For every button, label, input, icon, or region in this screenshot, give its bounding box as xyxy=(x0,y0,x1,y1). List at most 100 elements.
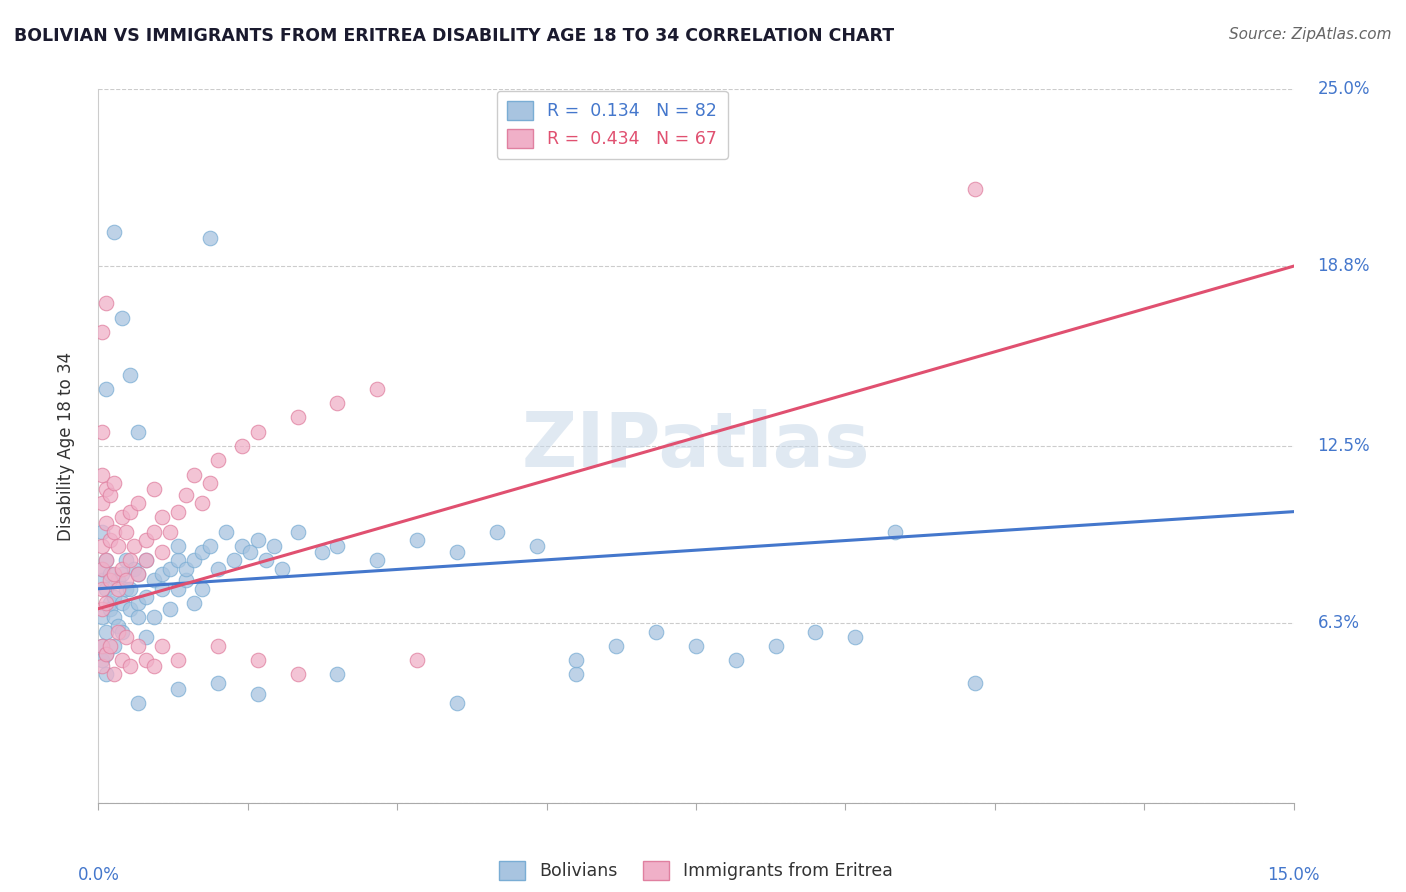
Point xyxy=(115,573,138,587)
Point xyxy=(263,539,285,553)
Point xyxy=(485,524,508,539)
Point xyxy=(120,368,142,382)
Point xyxy=(406,653,429,667)
Point xyxy=(183,596,205,610)
Point xyxy=(526,539,548,553)
Point xyxy=(111,567,134,582)
Point xyxy=(135,553,157,567)
Point xyxy=(124,539,146,553)
Point xyxy=(96,624,118,639)
Text: 15.0%: 15.0% xyxy=(1267,865,1320,884)
Point xyxy=(96,516,118,530)
Point xyxy=(207,676,229,690)
Point xyxy=(804,624,827,639)
Point xyxy=(844,630,866,644)
Point xyxy=(111,510,134,524)
Point xyxy=(103,524,125,539)
Point xyxy=(765,639,787,653)
Text: Source: ZipAtlas.com: Source: ZipAtlas.com xyxy=(1229,27,1392,42)
Point xyxy=(124,562,146,576)
Legend: Bolivians, Immigrants from Eritrea: Bolivians, Immigrants from Eritrea xyxy=(492,854,900,887)
Point xyxy=(103,225,125,239)
Point xyxy=(91,562,114,576)
Point xyxy=(111,562,134,576)
Point xyxy=(366,382,388,396)
Point xyxy=(565,667,588,681)
Point xyxy=(96,648,118,662)
Point xyxy=(115,630,138,644)
Point xyxy=(91,639,114,653)
Point xyxy=(96,582,118,596)
Point xyxy=(107,624,129,639)
Point xyxy=(143,524,166,539)
Point xyxy=(91,653,114,667)
Point xyxy=(565,653,588,667)
Point xyxy=(107,582,129,596)
Point xyxy=(127,567,149,582)
Point xyxy=(127,610,149,624)
Point xyxy=(91,573,114,587)
Point xyxy=(120,505,142,519)
Point xyxy=(91,524,114,539)
Point xyxy=(605,639,627,653)
Point xyxy=(91,425,114,439)
Point xyxy=(884,524,907,539)
Point xyxy=(198,230,221,244)
Point xyxy=(311,544,333,558)
Point xyxy=(167,582,190,596)
Point xyxy=(111,653,134,667)
Text: BOLIVIAN VS IMMIGRANTS FROM ERITREA DISABILITY AGE 18 TO 34 CORRELATION CHART: BOLIVIAN VS IMMIGRANTS FROM ERITREA DISA… xyxy=(14,27,894,45)
Point xyxy=(143,573,166,587)
Point xyxy=(96,482,118,496)
Point xyxy=(191,582,214,596)
Point xyxy=(326,539,349,553)
Point xyxy=(135,653,157,667)
Point xyxy=(91,610,114,624)
Point xyxy=(174,562,197,576)
Point xyxy=(135,533,157,548)
Point xyxy=(159,524,181,539)
Point xyxy=(143,658,166,673)
Point xyxy=(191,496,214,510)
Point xyxy=(159,601,181,615)
Point xyxy=(91,325,114,339)
Point xyxy=(91,539,114,553)
Point xyxy=(963,676,986,690)
Point xyxy=(103,591,125,605)
Point xyxy=(446,696,468,710)
Point xyxy=(91,658,114,673)
Point xyxy=(98,567,122,582)
Point xyxy=(127,639,149,653)
Point xyxy=(231,439,253,453)
Point xyxy=(98,596,122,610)
Point xyxy=(103,567,125,582)
Point xyxy=(120,582,142,596)
Text: 18.8%: 18.8% xyxy=(1317,257,1369,275)
Point xyxy=(98,487,122,501)
Point xyxy=(215,524,238,539)
Point xyxy=(115,524,138,539)
Point xyxy=(174,487,197,501)
Point xyxy=(91,467,114,482)
Point xyxy=(98,601,122,615)
Point xyxy=(111,596,134,610)
Point xyxy=(115,582,138,596)
Point xyxy=(191,544,214,558)
Text: ZIPatlas: ZIPatlas xyxy=(522,409,870,483)
Point xyxy=(91,496,114,510)
Point xyxy=(120,553,142,567)
Point xyxy=(96,596,118,610)
Point xyxy=(98,533,122,548)
Point xyxy=(167,653,190,667)
Point xyxy=(207,562,229,576)
Point xyxy=(120,601,142,615)
Point xyxy=(135,630,157,644)
Point xyxy=(150,544,173,558)
Text: 25.0%: 25.0% xyxy=(1317,80,1369,98)
Point xyxy=(96,553,118,567)
Point xyxy=(326,396,349,410)
Point xyxy=(326,667,349,681)
Point xyxy=(103,667,125,681)
Point xyxy=(159,562,181,576)
Point xyxy=(111,624,134,639)
